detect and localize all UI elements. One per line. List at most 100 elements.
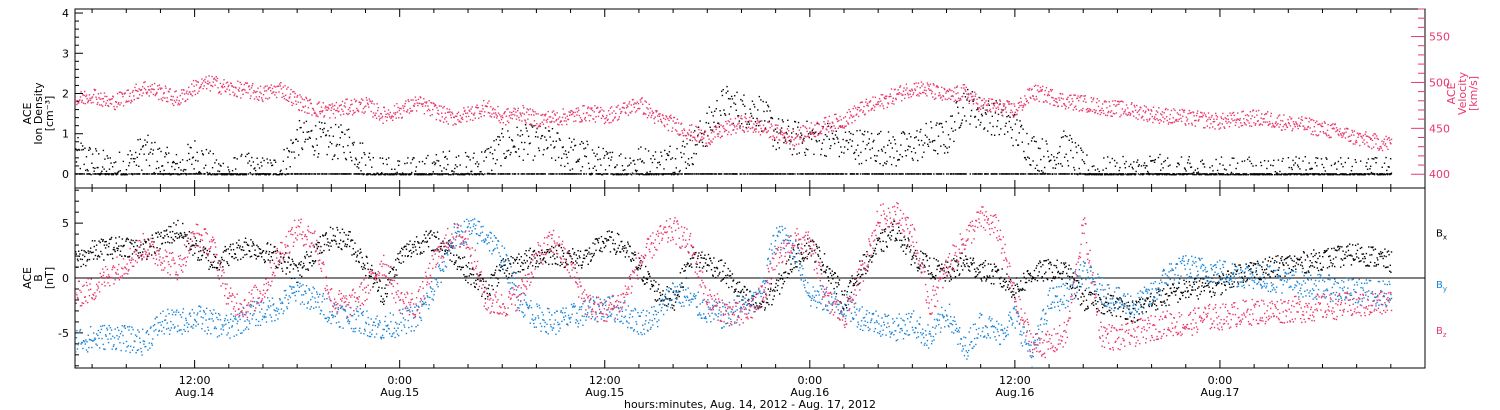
density-point — [273, 173, 276, 175]
velocity-point — [161, 99, 164, 102]
density-point — [1277, 159, 1280, 161]
density-point — [546, 147, 548, 150]
density-point — [627, 165, 629, 167]
density-point — [1203, 166, 1206, 168]
density-point — [850, 132, 852, 135]
b-tick-label: 5 — [62, 217, 69, 230]
density-point — [840, 151, 843, 153]
density-point — [644, 173, 646, 176]
density-point — [162, 173, 165, 175]
density-point — [978, 173, 980, 175]
density-point — [1028, 157, 1030, 160]
velocity-point — [589, 114, 592, 117]
velocity-point — [226, 88, 228, 90]
velocity-point — [569, 111, 572, 114]
density-point — [756, 173, 759, 175]
density-point — [1342, 165, 1344, 168]
density-point — [1359, 160, 1362, 162]
density-point — [499, 139, 501, 141]
density-point — [556, 173, 558, 175]
density-point — [200, 172, 202, 175]
velocity-point — [839, 115, 841, 118]
velocity-point — [850, 115, 853, 117]
density-point — [82, 173, 84, 175]
velocity-point — [534, 111, 536, 113]
density-point — [504, 157, 507, 159]
velocity-point — [959, 97, 961, 100]
density-point — [676, 147, 678, 150]
velocity-point — [208, 81, 211, 84]
density-point — [738, 120, 741, 122]
density-point — [209, 150, 211, 152]
density-point — [407, 173, 410, 176]
density-point — [1191, 173, 1193, 175]
density-point — [930, 121, 932, 123]
density-point — [92, 173, 94, 175]
velocity-point — [76, 103, 78, 106]
density-point — [980, 173, 982, 175]
density-point — [360, 170, 362, 172]
velocity-point — [450, 114, 452, 116]
density-point — [476, 161, 478, 163]
density-point — [679, 173, 681, 175]
velocity-point — [427, 105, 429, 107]
velocity-point — [505, 124, 507, 126]
density-point — [1230, 171, 1233, 174]
velocity-point — [660, 120, 662, 122]
velocity-point — [161, 87, 163, 89]
velocity-point — [543, 119, 545, 121]
density-point — [759, 120, 761, 123]
velocity-point — [1043, 94, 1046, 96]
velocity-point — [646, 107, 648, 109]
x-tick-time-label: 12:00 — [179, 374, 211, 387]
density-point — [190, 173, 193, 175]
velocity-point — [967, 96, 969, 98]
density-point — [174, 173, 177, 175]
velocity-point — [149, 89, 151, 91]
density-point — [874, 159, 877, 162]
density-point — [364, 164, 367, 166]
density-point — [1031, 173, 1034, 175]
density-point — [818, 173, 820, 175]
density-point — [1308, 162, 1310, 164]
density-point — [777, 142, 779, 144]
density-point — [797, 121, 800, 124]
density-point — [434, 173, 437, 175]
density-point — [784, 173, 786, 175]
density-point — [1324, 170, 1327, 172]
velocity-point — [258, 99, 260, 101]
velocity-point — [229, 93, 231, 96]
density-point — [947, 173, 949, 175]
density-point — [364, 153, 366, 156]
velocity-point — [179, 103, 181, 106]
density-point — [1073, 166, 1075, 169]
density-point — [440, 173, 442, 175]
density-point — [1356, 173, 1358, 175]
density-point — [358, 161, 361, 164]
density-point — [106, 155, 108, 157]
density-point — [249, 171, 251, 174]
density-point — [109, 157, 112, 159]
density-point — [1040, 158, 1042, 161]
velocity-point — [248, 85, 250, 87]
density-point — [1081, 173, 1084, 175]
density-point — [204, 164, 207, 167]
density-point — [1365, 173, 1367, 175]
velocity-point — [233, 94, 235, 97]
velocity-point — [635, 102, 637, 105]
velocity-point — [264, 90, 266, 92]
density-point — [301, 147, 303, 149]
velocity-point — [654, 116, 656, 118]
velocity-point — [338, 110, 340, 113]
velocity-point — [225, 82, 228, 84]
velocity-point — [864, 113, 866, 115]
density-point — [157, 148, 159, 151]
density-point — [199, 172, 201, 174]
density-point — [1086, 154, 1088, 156]
density-point — [444, 156, 446, 159]
velocity-point — [459, 114, 461, 117]
velocity-point — [766, 131, 768, 133]
density-point — [950, 115, 952, 117]
density-point — [928, 173, 930, 175]
density-point — [980, 113, 983, 116]
